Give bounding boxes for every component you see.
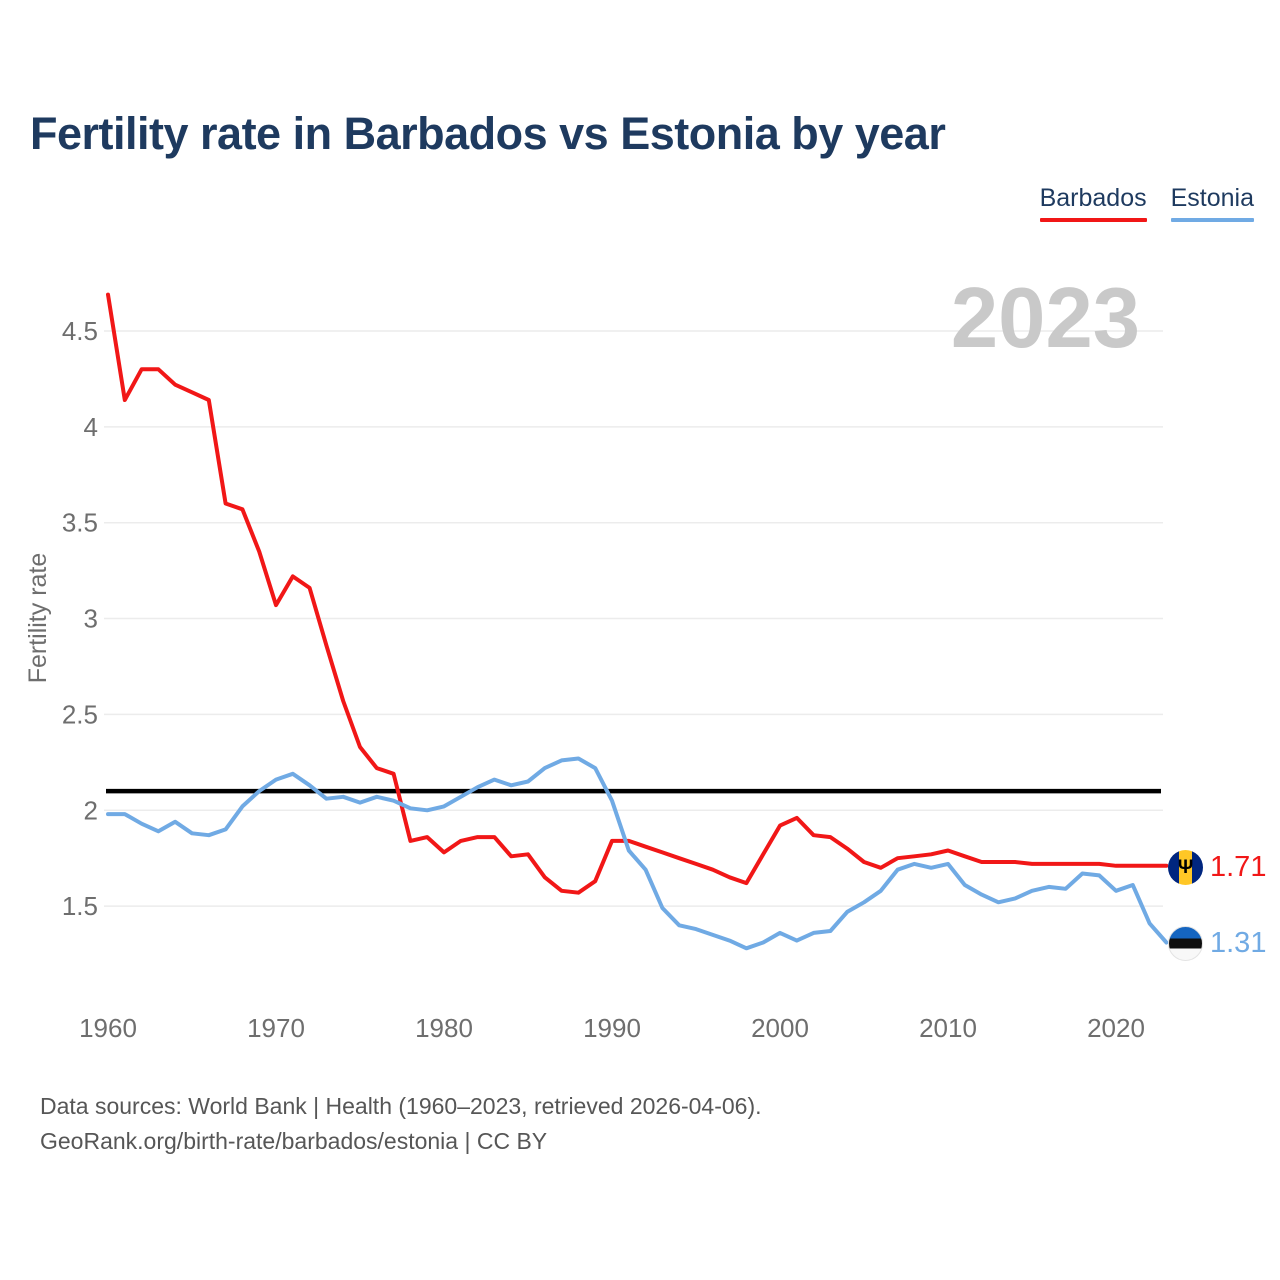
- series-line-estonia: [106, 756, 1169, 951]
- y-tick-label: 2.5: [62, 699, 98, 729]
- legend-underline-barbados: [1039, 218, 1147, 222]
- footer-attribution: GeoRank.org/birth-rate/barbados/estonia …: [40, 1128, 548, 1154]
- legend-item-barbados[interactable]: Barbados: [1039, 184, 1147, 222]
- barbados-flag-icon: Ψ: [1168, 850, 1203, 885]
- y-tick-label: 3.5: [62, 508, 98, 538]
- y-tick-label: 2: [84, 795, 98, 825]
- x-tick-label: 1970: [247, 1013, 305, 1043]
- end-value-estonia: 1.31: [1210, 927, 1267, 959]
- footer: Data sources: World Bank | Health (1960–…: [40, 1089, 762, 1159]
- x-tick-label: 2010: [919, 1013, 977, 1043]
- x-tick-label: 1960: [79, 1013, 137, 1043]
- x-tick-label: 2020: [1087, 1013, 1145, 1043]
- legend-label-estonia: Estonia: [1170, 184, 1254, 212]
- legend-underline-estonia: [1170, 218, 1254, 222]
- end-label-barbados: Ψ 1.71: [1168, 850, 1266, 885]
- end-label-estonia: 1.31: [1168, 926, 1266, 961]
- y-axis-title: Fertility rate: [24, 553, 52, 684]
- barbados-trident-icon: Ψ: [1177, 857, 1194, 878]
- estonia-flag-icon: [1168, 926, 1203, 961]
- end-value-barbados: 1.71: [1210, 851, 1267, 883]
- y-tick-label: 1.5: [62, 891, 98, 921]
- legend: Barbados Estonia: [1039, 184, 1254, 222]
- y-tick-label: 3: [84, 604, 98, 634]
- legend-item-estonia[interactable]: Estonia: [1170, 184, 1254, 222]
- series-line-barbados: [106, 292, 1169, 895]
- watermark-year: 2023: [951, 271, 1140, 366]
- x-tick-label: 1980: [415, 1013, 473, 1043]
- x-tick-label: 1990: [583, 1013, 641, 1043]
- y-tick-label: 4.5: [62, 316, 98, 346]
- page-title: Fertility rate in Barbados vs Estonia by…: [30, 108, 946, 159]
- footer-data-sources: Data sources: World Bank | Health (1960–…: [40, 1093, 762, 1119]
- x-tick-label: 2000: [751, 1013, 809, 1043]
- legend-label-barbados: Barbados: [1039, 184, 1147, 212]
- y-tick-label: 4: [84, 412, 98, 442]
